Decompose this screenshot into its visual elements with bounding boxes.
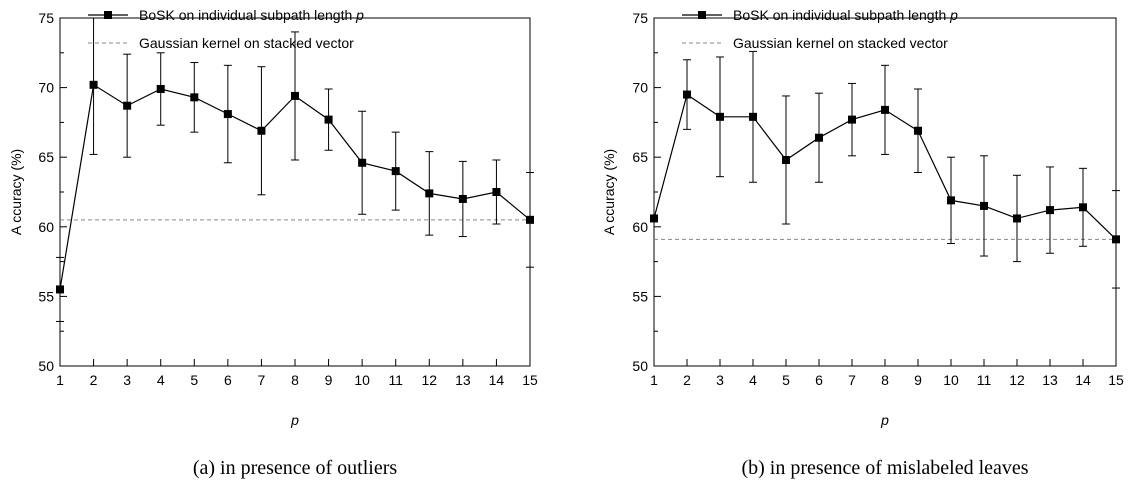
data-point [815,133,823,142]
x-tick-label: 6 [224,372,232,388]
legend: BoSK on individual subpath length p Gaus… [682,7,958,51]
data-point [716,112,724,121]
y-axis-label: A ccuracy (%) [601,149,617,235]
x-tick-label: 10 [354,372,370,388]
legend: BoSK on individual subpath length p Gaus… [88,7,364,51]
caption: (b) in presence of mislabeled leaves [741,457,1028,479]
data-point [391,167,400,176]
x-tick-label: 15 [522,372,538,388]
legend-label-main: BoSK on individual subpath length p [733,7,958,23]
y-tick-label: 60 [38,219,54,235]
y-tick-label: 50 [38,358,54,374]
data-point [782,155,790,164]
y-tick-label: 65 [38,149,54,165]
x-tick-label: 9 [914,372,922,388]
x-tick-label: 1 [650,372,658,388]
x-tick-label: 12 [421,372,437,388]
x-tick-label: 3 [716,372,724,388]
x-tick-label: 1 [56,372,64,388]
legend-label-main: BoSK on individual subpath length p [139,7,364,23]
legend-marker-main [698,11,706,19]
x-tick-label: 13 [455,372,471,388]
data-point [156,84,165,93]
data-point [1013,214,1021,223]
x-tick-label: 3 [123,372,131,388]
data-point [425,189,434,198]
data-point [190,93,199,102]
x-tick-label: 7 [258,372,266,388]
x-tick-label: 15 [1108,372,1124,388]
legend-marker-main [104,11,112,19]
legend-label-baseline: Gaussian kernel on stacked vector [139,35,354,51]
data-point [291,91,299,100]
y-tick-label: 75 [632,10,648,26]
error-bars [683,50,1120,289]
y-tick-label: 65 [632,149,648,165]
x-tick-label: 4 [749,372,757,388]
x-axis-label: p [290,412,299,428]
x-tick-label: 14 [489,372,505,388]
y-tick-label: 55 [632,288,648,304]
x-axis-label: p [880,412,889,428]
data-point [223,110,232,119]
data-markers [650,90,1120,244]
data-point [683,90,691,99]
error-bars [56,18,534,322]
x-tick-label: 8 [291,372,299,388]
data-point [980,201,988,210]
x-tick-label: 13 [1042,372,1058,388]
data-point [257,126,266,135]
x-tick-label: 11 [977,372,992,388]
x-tick-label: 14 [1075,372,1091,388]
data-point [358,158,367,167]
x-tick-label: 4 [157,372,165,388]
y-tick-label: 50 [632,358,648,374]
data-markers [56,80,534,294]
x-tick-label: 9 [325,372,333,388]
data-point [56,285,64,294]
data-point [1079,203,1087,212]
data-point [1112,235,1120,244]
y-tick-label: 60 [632,219,648,235]
x-tick-label: 10 [943,372,959,388]
y-tick-label: 55 [38,288,54,304]
data-point [881,105,889,114]
data-point [1046,206,1054,215]
x-tick-label: 11 [388,372,403,388]
y-tick-label: 70 [38,80,54,96]
data-point [749,112,757,121]
caption: (a) in presence of outliers [193,457,398,479]
data-point [123,101,132,110]
y-tick-label: 70 [632,80,648,96]
x-tick-label: 7 [848,372,856,388]
data-point [947,196,955,205]
x-tick-label: 2 [90,372,98,388]
x-tick-label: 5 [190,372,198,388]
x-tick-label: 5 [782,372,790,388]
legend-label-baseline: Gaussian kernel on stacked vector [733,35,948,51]
data-point [458,194,467,203]
data-point [848,115,856,124]
data-point [526,215,534,224]
y-axis-label: A ccuracy (%) [8,149,24,235]
data-point [324,115,333,124]
y-tick-label: 75 [38,10,54,26]
data-point [914,126,922,135]
x-tick-label: 8 [881,372,889,388]
x-tick-label: 12 [1009,372,1025,388]
data-point [89,80,98,89]
data-point [650,214,658,223]
x-tick-label: 6 [815,372,823,388]
x-tick-label: 2 [683,372,691,388]
data-point [492,188,501,196]
